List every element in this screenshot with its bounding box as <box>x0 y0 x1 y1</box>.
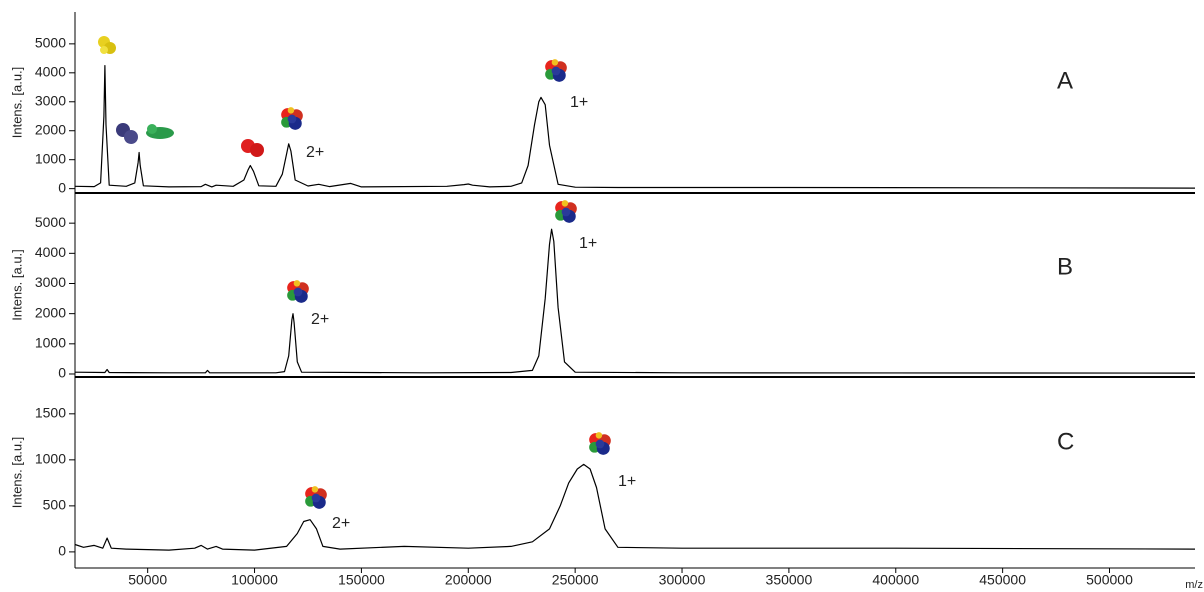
x-tick-label: 350000 <box>766 572 813 588</box>
y-tick-label: 2000 <box>35 304 66 320</box>
x-tick-label: 500000 <box>1086 572 1133 588</box>
navy-protein-icon <box>116 123 138 144</box>
y-tick-label: 1500 <box>35 405 66 421</box>
spectrum-line <box>74 65 1196 189</box>
y-tick-label: 0 <box>58 365 66 381</box>
y-tick-label: 1000 <box>35 451 66 467</box>
x-tick-label: 450000 <box>979 572 1026 588</box>
charge-annotation: 2+ <box>311 311 329 328</box>
panel-label: C <box>1057 428 1074 455</box>
complex-icon <box>555 200 577 223</box>
y-axis-label: Intens. [a.u.] <box>9 67 24 139</box>
y-tick-label: 1000 <box>35 335 66 351</box>
y-tick-label: 0 <box>58 543 66 559</box>
y-axis-label: Intens. [a.u.] <box>9 249 24 321</box>
y-tick-label: 4000 <box>35 64 66 80</box>
y-tick-label: 5000 <box>35 214 66 230</box>
charge-annotation: 2+ <box>306 144 324 161</box>
yellow-protein-icon <box>98 36 116 54</box>
panel-label: B <box>1057 253 1073 280</box>
y-tick-label: 0 <box>58 179 66 195</box>
x-tick-label: 200000 <box>445 572 492 588</box>
complex-icon <box>545 59 567 82</box>
y-tick-label: 1000 <box>35 150 66 166</box>
panel-label: A <box>1057 67 1073 94</box>
y-tick-label: 500 <box>43 497 67 513</box>
y-tick-label: 2000 <box>35 121 66 137</box>
icons <box>98 36 611 509</box>
charge-annotation: 1+ <box>579 235 597 252</box>
y-tick-label: 5000 <box>35 35 66 51</box>
charge-annotation: 2+ <box>332 515 350 532</box>
y-tick-label: 3000 <box>35 92 66 108</box>
red-protein-icon <box>241 139 264 157</box>
x-tick-label: 150000 <box>338 572 385 588</box>
x-tick-label: 100000 <box>231 572 278 588</box>
y-axis-label: Intens. [a.u.] <box>9 437 24 509</box>
complex-icon <box>589 432 611 455</box>
y-tick-label: 4000 <box>35 244 66 260</box>
complex-icon <box>287 280 309 303</box>
x-tick-label: 300000 <box>659 572 706 588</box>
spectrum-line <box>74 228 1196 374</box>
complex-icon <box>305 486 327 509</box>
charge-annotation: 1+ <box>618 473 636 490</box>
x-tick-label: 400000 <box>872 572 919 588</box>
charge-annotation: 1+ <box>570 94 588 111</box>
x-tick-label: 50000 <box>128 572 167 588</box>
x-axis-label: m/z <box>1185 579 1203 591</box>
complex-icon <box>281 107 303 130</box>
spectrum-line <box>74 463 1196 551</box>
green-protein-icon <box>146 124 174 139</box>
y-tick-label: 3000 <box>35 274 66 290</box>
x-tick-label: 250000 <box>552 572 599 588</box>
